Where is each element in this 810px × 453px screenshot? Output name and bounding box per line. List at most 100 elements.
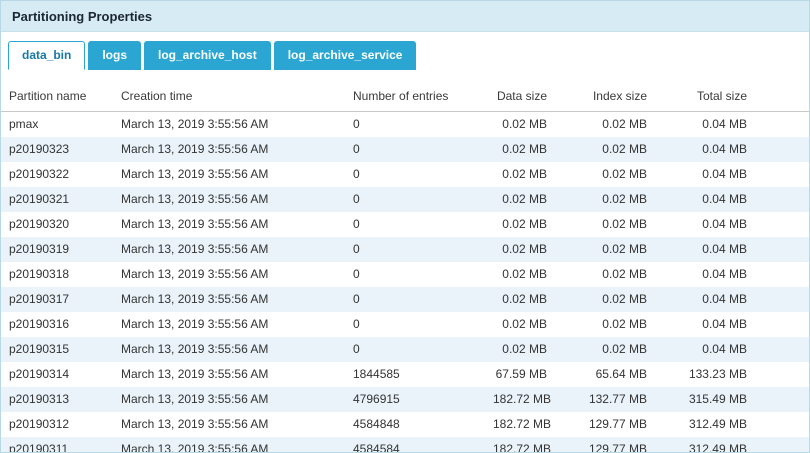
table-row: p20190318March 13, 2019 3:55:56 AM0 0.02 …	[1, 262, 809, 287]
table-cell: 67.59 MB	[485, 362, 555, 387]
table-row: p20190322March 13, 2019 3:55:56 AM00.02 …	[1, 162, 809, 187]
table-cell: p20190320	[1, 212, 113, 237]
table-cell: 0	[345, 287, 485, 312]
table-cell: 0.04 MB	[655, 137, 755, 162]
panel-title: Partitioning Properties	[1, 1, 809, 32]
table-cell: p20190311	[1, 437, 113, 453]
table-cell: 129.77 MB	[555, 437, 655, 453]
table-cell: p20190323	[1, 137, 113, 162]
tab-data-bin[interactable]: data_bin	[8, 41, 85, 70]
table-cell: 0.02 MB	[485, 237, 555, 262]
table-cell: p20190321	[1, 187, 113, 212]
table-cell: p20190314	[1, 362, 113, 387]
table-cell-spacer	[755, 437, 809, 453]
tab-log-archive-service[interactable]: log_archive_service	[274, 41, 417, 70]
table-cell: 0.04 MB	[655, 212, 755, 237]
table-cell: 0.02 MB	[485, 112, 555, 138]
column-header-spacer	[755, 82, 809, 112]
table-cell: March 13, 2019 3:55:56 AM	[113, 162, 345, 187]
table-cell: 4584584	[345, 437, 485, 453]
table-cell: 4796915	[345, 387, 485, 412]
table-cell: p20190319	[1, 237, 113, 262]
table-cell: 0.04 MB	[655, 287, 755, 312]
table-row: p20190315March 13, 2019 3:55:56 AM00.02 …	[1, 337, 809, 362]
table-body: pmaxMarch 13, 2019 3:55:56 AM00.02 MB0.0…	[1, 112, 809, 453]
table-cell-spacer	[755, 262, 809, 287]
table-row: p20190321March 13, 2019 3:55:56 AM00.02 …	[1, 187, 809, 212]
table-row: p20190319March 13, 2019 3:55:56 AM00.02 …	[1, 237, 809, 262]
table-cell: 0.02 MB	[555, 137, 655, 162]
table-cell-spacer	[755, 237, 809, 262]
table-header-row: Partition name Creation time Number of e…	[1, 82, 809, 112]
table-cell: 312.49 MB	[655, 437, 755, 453]
table-cell: 315.49 MB	[655, 387, 755, 412]
table-cell: 0.02 MB	[485, 137, 555, 162]
tab-log-archive-host[interactable]: log_archive_host	[144, 41, 271, 70]
table-cell: p20190318	[1, 262, 113, 287]
table-cell: 0	[345, 312, 485, 337]
table-cell: 182.72 MB	[485, 437, 555, 453]
table-cell: March 13, 2019 3:55:56 AM	[113, 412, 345, 437]
table-cell: 0.04 MB	[655, 187, 755, 212]
column-header-creation-time: Creation time	[113, 82, 345, 112]
column-header-partition-name: Partition name	[1, 82, 113, 112]
table-cell: 0	[345, 162, 485, 187]
table-cell: March 13, 2019 3:55:56 AM	[113, 287, 345, 312]
table-row: pmaxMarch 13, 2019 3:55:56 AM00.02 MB0.0…	[1, 112, 809, 138]
table-cell: 0.02 MB	[555, 287, 655, 312]
table-cell: 0.02 MB	[555, 237, 655, 262]
table-row: p20190314March 13, 2019 3:55:56 AM184458…	[1, 362, 809, 387]
table-row: p20190311March 13, 2019 3:55:56 AM458458…	[1, 437, 809, 453]
partitions-table: Partition name Creation time Number of e…	[1, 82, 809, 453]
table-cell: 182.72 MB	[485, 387, 555, 412]
table-cell: 0.02 MB	[485, 287, 555, 312]
table-cell-spacer	[755, 287, 809, 312]
table-cell: March 13, 2019 3:55:56 AM	[113, 387, 345, 412]
table-cell: p20190317	[1, 287, 113, 312]
table-cell: 0.04 MB	[655, 162, 755, 187]
table-cell-spacer	[755, 312, 809, 337]
tab-bar: data_bin logs log_archive_host log_archi…	[1, 32, 809, 70]
table-cell: 0.02 MB	[485, 187, 555, 212]
table-cell: 0.02 MB	[555, 312, 655, 337]
table-cell: 129.77 MB	[555, 412, 655, 437]
table-cell: p20190312	[1, 412, 113, 437]
table-cell-spacer	[755, 137, 809, 162]
table-cell-spacer	[755, 162, 809, 187]
table-cell-spacer	[755, 337, 809, 362]
table-cell: 132.77 MB	[555, 387, 655, 412]
table-cell-spacer	[755, 212, 809, 237]
table-cell: 0	[345, 262, 485, 287]
table-cell: 65.64 MB	[555, 362, 655, 387]
table-cell: 0	[345, 212, 485, 237]
table-row: p20190317March 13, 2019 3:55:56 AM00.02 …	[1, 287, 809, 312]
table-cell: 0	[345, 112, 485, 138]
table-cell: 1844585	[345, 362, 485, 387]
table-cell: 0.02 MB	[485, 337, 555, 362]
table-cell-spacer	[755, 412, 809, 437]
table-cell: p20190322	[1, 162, 113, 187]
table-row: p20190316March 13, 2019 3:55:56 AM00.02 …	[1, 312, 809, 337]
column-header-data-size: Data size	[485, 82, 555, 112]
partitioning-properties-panel: Partitioning Properties data_bin logs lo…	[0, 0, 810, 453]
table-row: p20190312March 13, 2019 3:55:56 AM458484…	[1, 412, 809, 437]
table-cell: 0	[345, 237, 485, 262]
table-cell: 0	[345, 187, 485, 212]
table-cell: 0.04 MB	[655, 312, 755, 337]
tab-logs[interactable]: logs	[88, 41, 141, 70]
table-cell: 0.02 MB	[555, 262, 655, 287]
table-cell: March 13, 2019 3:55:56 AM	[113, 362, 345, 387]
table-cell: 133.23 MB	[655, 362, 755, 387]
table-cell-spacer	[755, 112, 809, 138]
table-cell: 0.02 MB	[555, 112, 655, 138]
table-cell: 4584848	[345, 412, 485, 437]
table-cell: 0.02 MB	[555, 337, 655, 362]
table-cell-spacer	[755, 387, 809, 412]
table-cell: 0.02 MB	[555, 187, 655, 212]
table-cell: 0.02 MB	[485, 312, 555, 337]
table-cell: pmax	[1, 112, 113, 138]
table-cell: p20190316	[1, 312, 113, 337]
table-cell: March 13, 2019 3:55:56 AM	[113, 262, 345, 287]
table-cell: 312.49 MB	[655, 412, 755, 437]
table-cell: March 13, 2019 3:55:56 AM	[113, 212, 345, 237]
